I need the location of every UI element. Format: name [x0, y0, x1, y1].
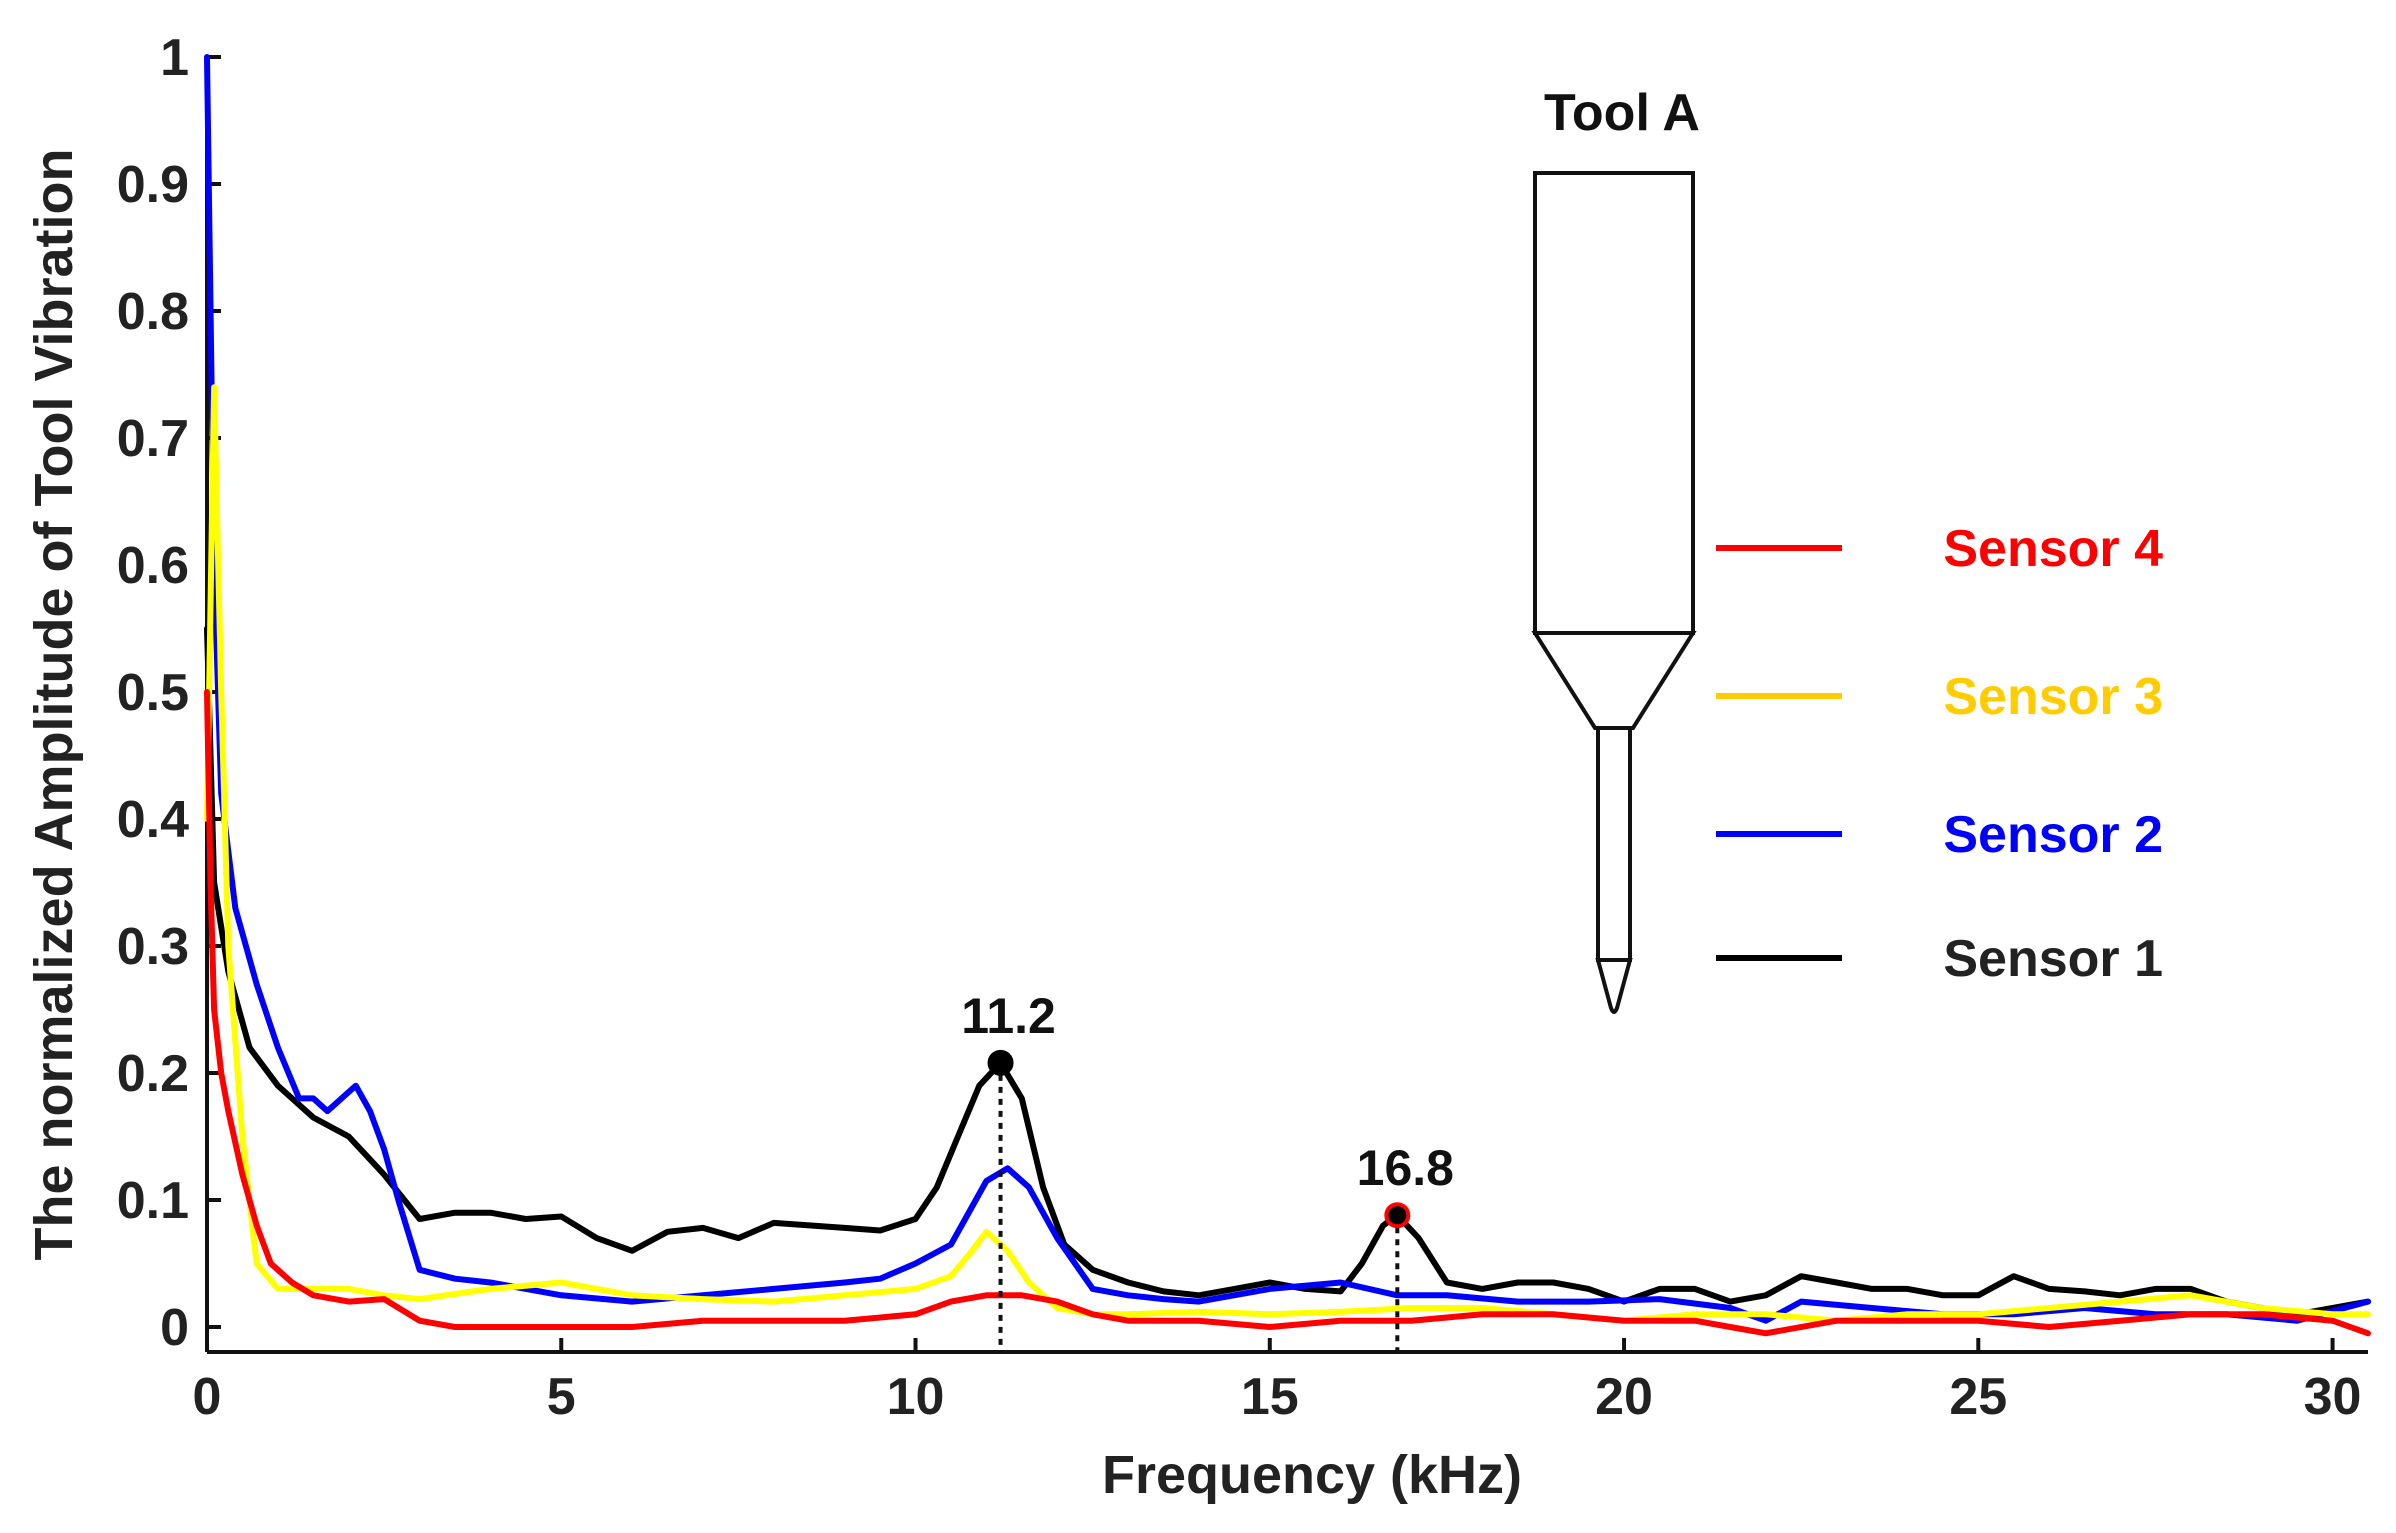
x-tick-label: 15 — [1241, 1368, 1299, 1426]
legend-label: Sensor 3 — [1943, 668, 2163, 726]
annotation-label: 11.2 — [961, 988, 1056, 1044]
x-axis-title: Frequency (kHz) — [1102, 1445, 1522, 1505]
series-line-sensor-1 — [204, 625, 2371, 1318]
legend-label: Sensor 4 — [1943, 520, 2163, 578]
y-tick-label: 0.2 — [117, 1045, 189, 1103]
y-tick-label: 0.4 — [117, 791, 189, 849]
series-line-sensor-2 — [204, 54, 2371, 1324]
annotation-marker — [1384, 1202, 1411, 1229]
annotations: 11.2 16.8 — [961, 988, 1454, 1352]
x-tick-label: 5 — [547, 1368, 576, 1426]
y-tick-label: 0.9 — [117, 156, 189, 214]
x-tick-label: 10 — [887, 1368, 945, 1426]
legend-label: Sensor 1 — [1943, 930, 2163, 988]
y-tick-label: 0.7 — [117, 410, 189, 468]
tool-taper — [1531, 631, 1697, 730]
y-tick-label: 0.5 — [117, 664, 189, 722]
x-tick-label: 20 — [1595, 1368, 1653, 1426]
series-line-sensor-3 — [204, 384, 2371, 1324]
x-tick-label: 0 — [193, 1368, 222, 1426]
tool-tip — [1595, 958, 1633, 1014]
tool-body — [1533, 171, 1695, 635]
annotation-label: 16.8 — [1357, 1140, 1454, 1196]
y-tick-label: 0.6 — [117, 537, 189, 595]
y-tick-label: 0.8 — [117, 283, 189, 341]
tool-a-label: Tool A — [1544, 84, 1700, 142]
y-tick-label: 0 — [160, 1299, 189, 1357]
series-line-sensor-4 — [204, 689, 2371, 1337]
x-tick-label: 30 — [2304, 1368, 2362, 1426]
tool-a-diagram: Tool A — [1531, 84, 1700, 1014]
legend-label: Sensor 2 — [1943, 806, 2163, 864]
legend: Sensor 4 Sensor 3 Sensor 2 Sensor 1 — [1716, 520, 2163, 988]
tool-shank — [1596, 726, 1632, 962]
annotation-marker — [987, 1049, 1014, 1076]
series-group — [204, 54, 2371, 1337]
y-tick-label: 0.3 — [117, 918, 189, 976]
axes: 0 5 10 15 20 25 30 0 0.1 0.2 0.3 0.4 0.5 0.6 0.7 0.8 0.9… — [24, 29, 2368, 1505]
y-axis-title: The normalized Amplitude of Tool Vibrati… — [24, 148, 84, 1260]
y-tick-label: 1 — [160, 29, 189, 87]
y-tick-label: 0.1 — [117, 1172, 189, 1230]
x-tick-label: 25 — [1949, 1368, 2007, 1426]
